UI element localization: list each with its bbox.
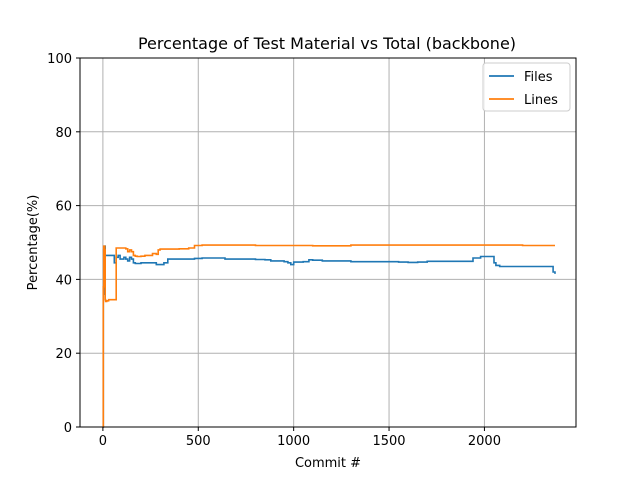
series-line-files bbox=[102, 245, 556, 428]
y-tick-label: 80 bbox=[55, 126, 72, 141]
plot-frame bbox=[79, 57, 577, 428]
legend: Files Lines bbox=[482, 62, 571, 112]
x-tick-label: 500 bbox=[186, 434, 211, 449]
x-tick-label: 1500 bbox=[372, 434, 405, 449]
legend-label: Files bbox=[524, 70, 553, 85]
y-tick-label: 60 bbox=[55, 200, 72, 215]
chart-title: Percentage of Test Material vs Total (ba… bbox=[138, 34, 516, 53]
series-layer bbox=[102, 244, 556, 428]
series-line-lines bbox=[102, 244, 555, 428]
ticks: 0 500 1000 1500 2000 0 20 40 60 80 100 bbox=[47, 52, 501, 449]
y-tick-label: 100 bbox=[47, 52, 72, 67]
x-tick-label: 1000 bbox=[277, 434, 310, 449]
y-axis-title: Percentage(%) bbox=[26, 195, 41, 291]
x-axis-title: Commit # bbox=[295, 456, 361, 471]
y-tick-label: 40 bbox=[55, 273, 72, 288]
x-tick-label: 0 bbox=[99, 434, 107, 449]
y-tick-label: 20 bbox=[55, 347, 72, 362]
x-tick-label: 2000 bbox=[468, 434, 501, 449]
y-tick-label: 0 bbox=[64, 421, 72, 436]
legend-label: Lines bbox=[524, 93, 558, 108]
